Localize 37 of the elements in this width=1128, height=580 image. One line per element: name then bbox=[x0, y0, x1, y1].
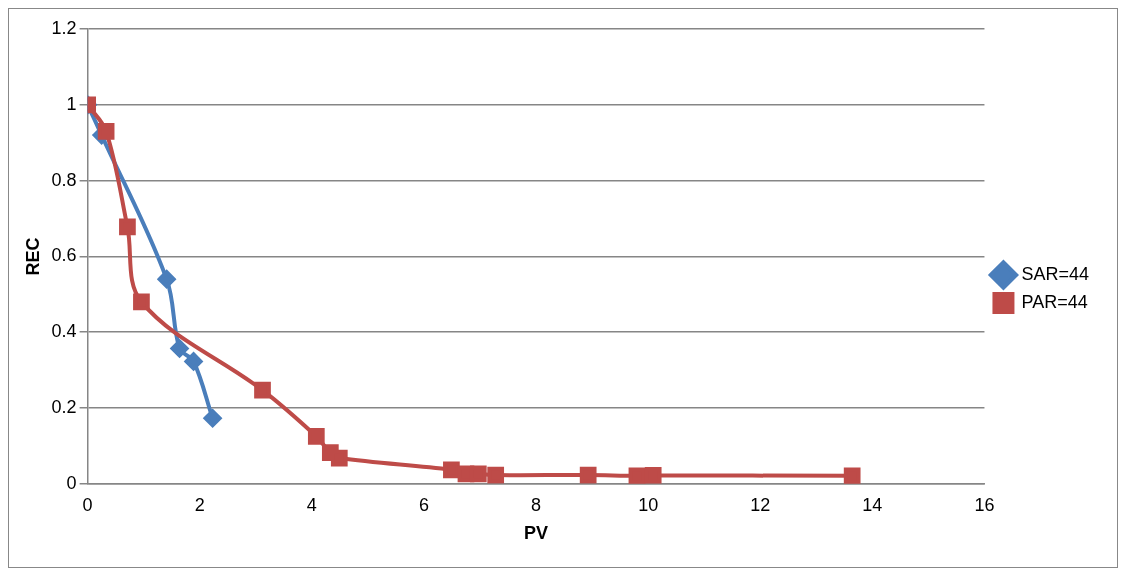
point bbox=[307, 428, 325, 445]
x-axis-title: PV bbox=[524, 523, 549, 544]
y-tick-label: 0.2 bbox=[51, 396, 77, 417]
legend-label: SAR=44 bbox=[1021, 263, 1089, 284]
x-tick-label: 16 bbox=[974, 494, 995, 515]
point bbox=[170, 339, 189, 358]
y-tick-label: 0 bbox=[66, 472, 77, 493]
point bbox=[579, 466, 597, 484]
y-axis-title: REC bbox=[22, 237, 43, 276]
x-tick-label: 10 bbox=[638, 494, 659, 515]
y-tick-label: 1 bbox=[66, 93, 77, 114]
x-tick-label: 2 bbox=[194, 494, 205, 515]
x-tick-label: 14 bbox=[862, 494, 883, 515]
y-tick-label: 1.2 bbox=[51, 17, 77, 38]
x-tick-label: 6 bbox=[418, 494, 429, 515]
point bbox=[254, 381, 271, 399]
legend-label: PAR=44 bbox=[1021, 291, 1088, 312]
point bbox=[628, 467, 646, 484]
point bbox=[119, 218, 136, 236]
point bbox=[157, 270, 176, 289]
point bbox=[330, 449, 348, 467]
point bbox=[443, 461, 460, 479]
point bbox=[843, 467, 861, 484]
y-tick-label: 0.6 bbox=[51, 245, 77, 266]
point bbox=[203, 409, 222, 428]
point bbox=[469, 465, 487, 483]
x-tick-label: 12 bbox=[750, 494, 771, 515]
x-tick-label: 4 bbox=[306, 494, 317, 515]
point bbox=[487, 466, 505, 484]
point bbox=[184, 352, 203, 371]
point bbox=[97, 122, 115, 140]
y-tick-label: 0.4 bbox=[51, 321, 77, 342]
x-tick-label: 8 bbox=[531, 494, 542, 515]
y-tick-label: 0.8 bbox=[51, 169, 77, 190]
x-tick-label: 0 bbox=[82, 494, 93, 515]
point bbox=[133, 293, 150, 311]
point bbox=[644, 467, 662, 484]
